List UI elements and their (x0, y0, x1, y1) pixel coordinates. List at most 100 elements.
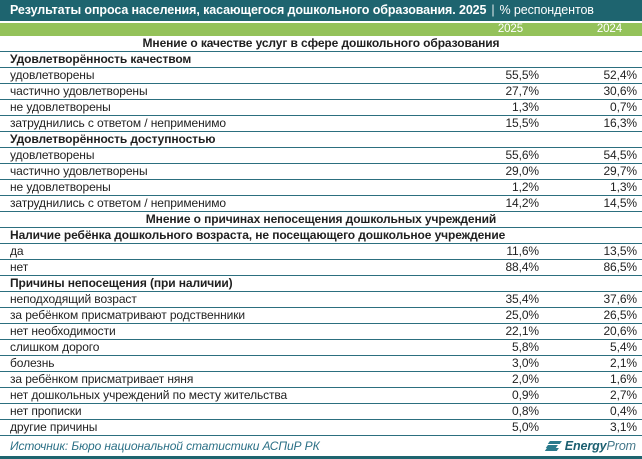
row-label: нет дошкольных учреждений по месту жител… (10, 388, 288, 402)
value-2024: 30,6% (603, 84, 637, 98)
table-row: да 11,6% 13,5% (0, 244, 642, 260)
value-2024: 2,1% (610, 356, 637, 370)
table-row: частично удовлетворены 29,0% 29,7% (0, 164, 642, 180)
row-label: другие причины (10, 420, 98, 434)
value-2024: 26,5% (603, 308, 637, 322)
divider-gap (0, 21, 642, 23)
table-row: затруднились с ответом / неприменимо 15,5… (0, 116, 642, 132)
row-label: Удовлетворённость качеством (10, 52, 192, 66)
value-2025: 55,6% (505, 148, 539, 162)
value-2025: 0,9% (512, 388, 539, 402)
column-header-bar: 2025 2024 (0, 23, 642, 36)
value-2024: 54,5% (603, 148, 637, 162)
table-section-row: Наличие ребёнка дошкольного возраста, не… (0, 228, 642, 244)
row-label: слишком дорого (10, 340, 100, 354)
value-2024: 1,6% (610, 372, 637, 386)
bottom-accent-bar (0, 456, 642, 459)
value-2024: 14,5% (603, 196, 637, 210)
value-2025: 55,5% (505, 68, 539, 82)
row-label: частично удовлетворены (10, 164, 148, 178)
title-separator: | (491, 3, 495, 17)
table-section-row: Удовлетворённость качеством (0, 52, 642, 68)
value-2025: 15,5% (505, 116, 539, 130)
footer: Источник: Бюро национальной статистики А… (0, 436, 642, 456)
energyprom-logo: Energy Prom (544, 439, 637, 453)
value-2025: 5,8% (512, 340, 539, 354)
value-2024: 52,4% (603, 68, 637, 82)
survey-table: Мнение о качестве услуг в сфере дошкольн… (0, 36, 642, 436)
value-2024: 1,3% (610, 180, 637, 194)
table-row: не удовлетворены 1,2% 1,3% (0, 180, 642, 196)
title-bar: Результаты опроса населения, касающегося… (0, 0, 642, 21)
row-label: да (10, 244, 24, 258)
value-2025: 11,6% (506, 244, 539, 258)
table-row: другие причины 5,0% 3,1% (0, 420, 642, 436)
value-2025: 88,4% (505, 260, 539, 274)
row-label: Удовлетворённость доступностью (10, 132, 216, 146)
row-label: Мнение о качестве услуг в сфере дошкольн… (142, 36, 500, 50)
table-row: затруднились с ответом / неприменимо 14,2… (0, 196, 642, 212)
row-label: нет прописки (10, 404, 82, 418)
value-2024: 86,5% (603, 260, 637, 274)
table-section-row: Причины непосещения (при наличии) (0, 276, 642, 292)
table-row: неподходящий возраст 35,4% 37,6% (0, 292, 642, 308)
table-row: нет дошкольных учреждений по месту жител… (0, 388, 642, 404)
column-header-2025: 2025 (497, 23, 523, 35)
value-2025: 29,0% (505, 164, 539, 178)
table-row: нет необходимости 22,1% 20,6% (0, 324, 642, 340)
value-2025: 0,8% (512, 404, 539, 418)
value-2025: 1,2% (512, 180, 539, 194)
page-title: Результаты опроса населения, касающегося… (10, 3, 487, 17)
row-label: затруднились с ответом / неприменимо (10, 196, 226, 210)
row-label: Причины непосещения (при наличии) (10, 276, 233, 290)
row-label: неподходящий возраст (10, 292, 137, 306)
value-2025: 3,0% (512, 356, 539, 370)
value-2024: 37,6% (603, 292, 637, 306)
energyprom-logo-icon (544, 440, 562, 453)
table-row: нет прописки 0,8% 0,4% (0, 404, 642, 420)
value-2024: 5,4% (610, 340, 637, 354)
logo-text-prom: Prom (606, 439, 637, 453)
row-label: Мнение о причинах непосещения дошкольных… (145, 212, 497, 226)
row-label: за ребёнком присматривают родственники (10, 308, 246, 322)
value-2024: 0,7% (610, 100, 637, 114)
table-row: за ребёнком присматривает няня 2,0% 1,6% (0, 372, 642, 388)
value-2025: 2,0% (512, 372, 539, 386)
row-label: нет необходимости (10, 324, 116, 338)
row-label: за ребёнком присматривает няня (10, 372, 194, 386)
row-label: болезнь (10, 356, 55, 370)
value-2025: 25,0% (505, 308, 539, 322)
row-label: Наличие ребёнка дошкольного возраста, не… (10, 228, 506, 242)
table-section-row: Мнение о качестве услуг в сфере дошкольн… (0, 36, 642, 52)
value-2024: 29,7% (603, 164, 637, 178)
value-2025: 22,1% (505, 324, 539, 338)
row-label: не удовлетворены (10, 100, 111, 114)
value-2025: 1,3% (512, 100, 539, 114)
row-label: удовлетворены (10, 68, 95, 82)
table-section-row: Удовлетворённость доступностью (0, 132, 642, 148)
table-section-row: Мнение о причинах непосещения дошкольных… (0, 212, 642, 228)
source-note: Источник: Бюро национальной статистики А… (10, 439, 320, 453)
value-2024: 13,5% (603, 244, 637, 258)
column-header-2024: 2024 (596, 23, 622, 35)
row-label: частично удовлетворены (10, 84, 148, 98)
value-2024: 2,7% (610, 388, 637, 402)
column-header-spacer (0, 23, 445, 36)
table-row: не удовлетворены 1,3% 0,7% (0, 100, 642, 116)
table-row: болезнь 3,0% 2,1% (0, 356, 642, 372)
value-2024: 20,6% (603, 324, 637, 338)
table-row: удовлетворены 55,6% 54,5% (0, 148, 642, 164)
table-row: за ребёнком присматривают родственники 25… (0, 308, 642, 324)
row-label: не удовлетворены (10, 180, 111, 194)
value-2024: 16,3% (603, 116, 637, 130)
value-2025: 5,0% (512, 420, 539, 434)
table-row: слишком дорого 5,8% 5,4% (0, 340, 642, 356)
table-row: частично удовлетворены 27,7% 30,6% (0, 84, 642, 100)
value-2025: 27,7% (505, 84, 539, 98)
row-label: нет (10, 260, 29, 274)
logo-text-energy: Energy (564, 439, 607, 453)
row-label: удовлетворены (10, 148, 95, 162)
value-2025: 35,4% (505, 292, 539, 306)
table-row: нет 88,4% 86,5% (0, 260, 642, 276)
row-label: затруднились с ответом / неприменимо (10, 116, 226, 130)
